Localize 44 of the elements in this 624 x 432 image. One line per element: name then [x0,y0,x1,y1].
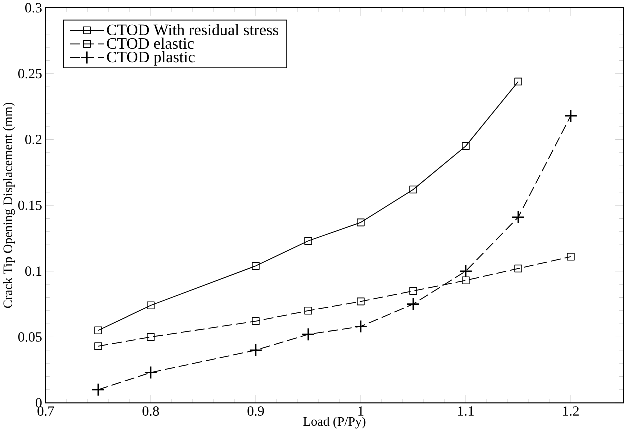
point [462,276,470,284]
point [406,298,420,311]
point [462,142,470,150]
x-tick-label: 0.9 [248,406,264,416]
x-axis-title: Load (P/Py) [304,416,366,429]
y-tick-label: 0.25 [18,69,42,79]
x-tick-label: 1 [358,406,364,416]
point [357,218,365,227]
point [147,333,155,342]
point [514,264,522,273]
y-tick-label: 0.3 [26,3,42,13]
x-tick-label: 0.7 [38,406,54,416]
x-tick-label: 0.8 [142,406,160,416]
x-tick-label: 1.1 [458,406,474,416]
point [94,326,102,335]
point [252,318,260,326]
legend-label: CTOD elastic [107,38,194,50]
point [410,186,418,194]
point [357,298,365,306]
point [249,344,263,358]
legend-label: CTOD plastic [107,51,195,66]
legend-label: CTOD With residual stress [107,24,278,36]
y-tick-label: 0 [36,398,42,408]
point [147,302,155,310]
point [252,262,260,270]
point [567,252,575,261]
y-tick-label: 0.15 [18,200,42,210]
point [564,109,578,123]
y-tick-label: 0.1 [26,266,42,276]
point [144,366,158,380]
x-tick-label: 1.2 [563,406,579,416]
point [354,320,368,334]
y-tick-label: 0.2 [26,134,42,144]
point [94,342,102,350]
y-axis-title: Crack Tip Opening Displacement (mm) [3,102,16,308]
point [512,210,526,224]
point [304,306,312,315]
point [459,264,473,278]
point [410,287,418,296]
y-tick-label: 0.05 [18,332,42,342]
point [304,237,312,245]
point [92,383,106,397]
point [302,328,316,342]
point [514,78,522,86]
